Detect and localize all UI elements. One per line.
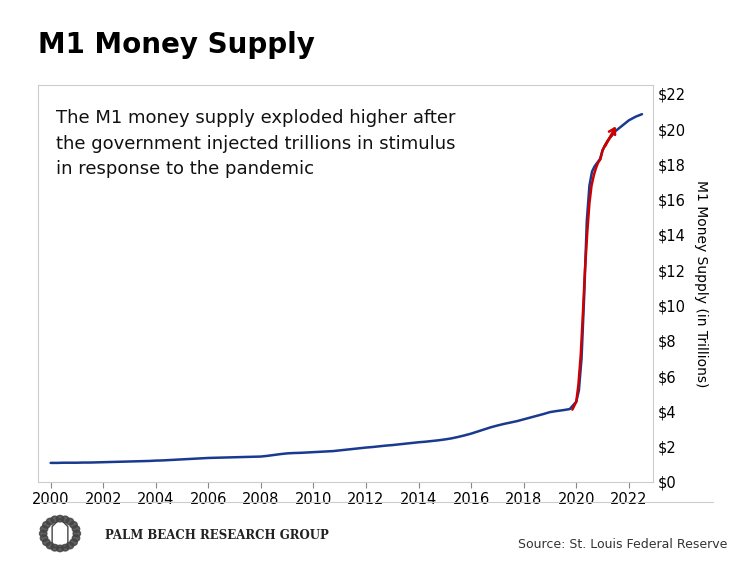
Text: Source: St. Louis Federal Reserve: Source: St. Louis Federal Reserve <box>518 538 728 551</box>
Circle shape <box>40 526 48 532</box>
Circle shape <box>51 544 58 551</box>
Circle shape <box>62 516 69 523</box>
Circle shape <box>72 526 80 532</box>
Text: M1 Money Supply: M1 Money Supply <box>38 31 314 59</box>
Circle shape <box>70 522 77 528</box>
Text: The M1 money supply exploded higher after
the government injected trillions in s: The M1 money supply exploded higher afte… <box>56 109 455 178</box>
Circle shape <box>43 539 50 545</box>
Circle shape <box>46 542 54 549</box>
Circle shape <box>43 522 50 528</box>
Circle shape <box>56 515 64 522</box>
Circle shape <box>74 530 80 537</box>
Circle shape <box>40 535 48 541</box>
Circle shape <box>72 535 80 541</box>
Circle shape <box>66 518 74 525</box>
Circle shape <box>46 518 54 525</box>
Text: PALM BEACH RESEARCH GROUP: PALM BEACH RESEARCH GROUP <box>105 530 328 542</box>
Y-axis label: M1 Money Supply (in Trillions): M1 Money Supply (in Trillions) <box>694 180 708 387</box>
Circle shape <box>40 530 46 537</box>
Circle shape <box>62 544 69 551</box>
Circle shape <box>70 539 77 545</box>
Circle shape <box>56 545 64 552</box>
Circle shape <box>51 516 58 523</box>
Circle shape <box>66 542 74 549</box>
